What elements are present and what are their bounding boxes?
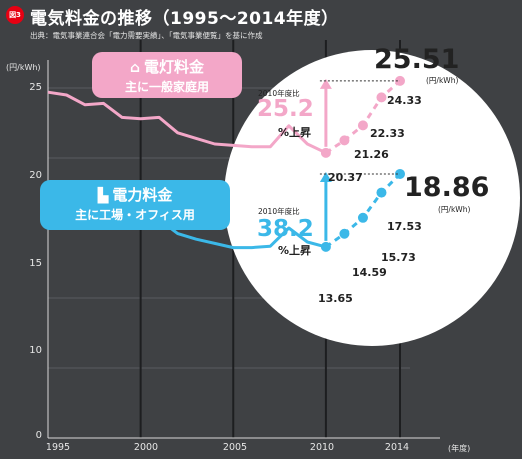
x-tick-label: 1995 [45, 442, 71, 453]
y-tick-label: 0 [35, 430, 42, 441]
factory-icon: ▙ [97, 188, 109, 204]
industrial-rise-arrowhead [319, 171, 332, 182]
industrial-data-point [357, 212, 368, 223]
residential-sublabel: 主に一般家庭用 [124, 80, 209, 94]
source-note: 出典：電気事業連合会「電力需要実績」、「電気事業便覧」を基に作成 [30, 31, 263, 40]
residential-compare-label: 2010年度比 [258, 89, 300, 98]
industrial-data-point [339, 228, 350, 239]
y-tick-label: 10 [29, 345, 42, 356]
residential-data-label-2010: 20.37 [328, 171, 363, 184]
residential-rise-arrowhead [319, 78, 332, 89]
industrial-increase-pct: 38.2 [257, 216, 314, 242]
industrial-label: 電力料金 [112, 186, 173, 204]
residential-data-label-2013: 24.33 [387, 94, 422, 107]
industrial-increase-suffix: %上昇 [278, 244, 312, 257]
residential-increase-pct: 25.2 [257, 96, 314, 122]
industrial-data-label-2010: 13.65 [318, 292, 353, 305]
residential-data-point [357, 120, 368, 131]
figure-badge: 図3 [6, 6, 24, 24]
residential-data-point [339, 135, 350, 146]
residential-data-label-2011: 21.26 [354, 148, 389, 161]
x-axis-unit: (年度) [448, 444, 471, 453]
industrial-data-point [320, 241, 331, 252]
industrial-final-unit: (円/kWh) [438, 205, 471, 214]
industrial-callout: ▙ 電力料金 主に工場・オフィス用 [40, 180, 230, 230]
residential-data-label-2012: 22.33 [370, 127, 405, 140]
residential-callout: ⌂ 電灯料金 主に一般家庭用 [92, 52, 242, 98]
y-tick-label: 25 [29, 82, 42, 93]
industrial-sublabel: 主に工場・オフィス用 [75, 208, 195, 222]
residential-data-point [376, 92, 387, 103]
industrial-final-value: 18.86 [404, 172, 490, 203]
y-tick-label: 20 [29, 170, 42, 181]
residential-increase-suffix: %上昇 [278, 126, 312, 139]
industrial-compare-label: 2010年度比 [258, 207, 300, 216]
highlight-circle [224, 50, 520, 346]
x-tick-label: 2005 [222, 442, 248, 453]
industrial-data-label-2011: 14.59 [352, 266, 387, 279]
residential-label: 電灯料金 [144, 58, 205, 76]
x-tick-label: 2010 [309, 442, 335, 453]
residential-final-value: 25.51 [374, 44, 460, 75]
chart-title: 電気料金の推移（1995〜2014年度） [30, 9, 339, 29]
x-tick-label: 2014 [384, 442, 410, 453]
house-icon: ⌂ [129, 60, 140, 76]
industrial-data-label-2013: 17.53 [387, 220, 422, 233]
residential-data-point [320, 147, 331, 158]
y-axis-unit: (円/kWh) [6, 63, 41, 72]
y-tick-label: 15 [29, 258, 42, 269]
residential-series-line [47, 90, 327, 155]
residential-final-unit: (円/kWh) [426, 76, 459, 85]
industrial-data-label-2012: 15.73 [381, 251, 416, 264]
industrial-data-point [376, 187, 387, 198]
x-tick-label: 2000 [133, 442, 159, 453]
